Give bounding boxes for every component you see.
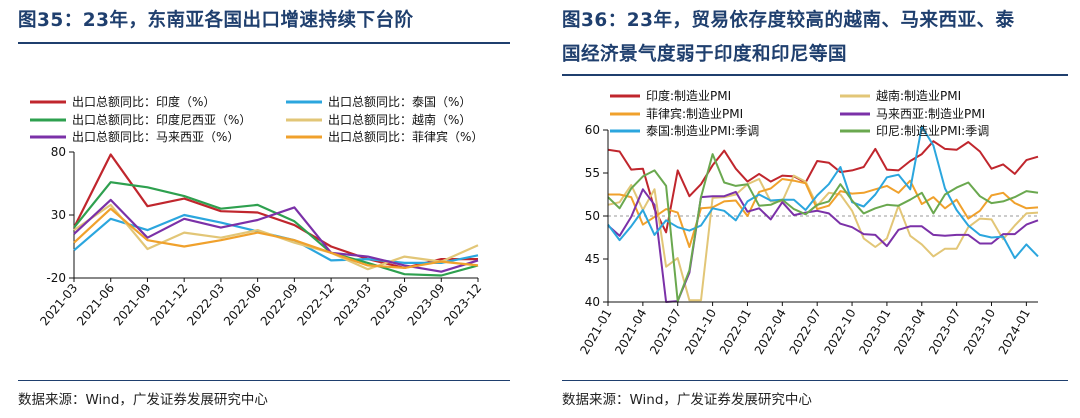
x-tick-label: 2021-06 [74,281,117,328]
y-tick-label: 45 [585,252,600,266]
figure-36-title-line1: 图36：23年，贸易依存度较高的越南、马来西亚、泰 [562,10,1015,31]
series-line [607,174,1039,302]
figure-35-title-rule [18,42,510,44]
x-tick-label: 2022-03 [184,281,227,328]
x-tick-label: 2022-07 [787,307,824,357]
legend-label: 出口总额同比：印度尼西亚（%） [72,112,251,127]
series-line [73,153,478,269]
figure-36-title-rule [562,74,1068,76]
series-line [607,153,1039,303]
legend-label: 出口总额同比：马来西亚（%） [72,130,239,144]
series-line [607,140,1039,234]
x-tick-label: 2021-12 [148,281,191,328]
figure-35-source: 数据来源：Wind，广发证券发展研究中心 [18,392,268,408]
legend-label: 泰国:制造业PMI:季调 [646,124,759,138]
y-tick-label: -20 [46,271,66,285]
y-tick-label: 50 [585,209,600,223]
series-line [607,125,1039,260]
x-tick-label: 2022-10 [821,307,858,357]
x-tick-label: 2023-03 [331,281,374,328]
figure-36-bottom-rule [562,380,1068,381]
y-tick-label: 30 [51,208,66,222]
figure-36-chart: 印度:制造业PMI 越南:制造业PMI 菲律宾:制造业PMI 马来西亚:制造业PMI 泰… [577,88,1039,357]
figure-35-chart: 出口总额同比：印度（%） 出口总额同比：泰国（%） 出口总额同比：印度尼西亚（%） 出… [30,94,484,328]
x-tick-label: 2022-12 [294,281,337,328]
x-tick-label: 2021-01 [577,307,614,357]
legend-label: 印尼:制造业PMI:季调 [876,124,989,138]
series-line [73,207,479,269]
x-tick-label: 2023-01 [856,307,893,357]
x-tick-label: 2023-09 [405,281,448,328]
x-tick-label: 2023-10 [961,307,998,357]
x-tick-label: 2024-01 [996,307,1033,357]
x-tick-label: 2022-01 [717,307,754,357]
series-line [73,213,479,264]
figure-36-source: 数据来源：Wind，广发证券发展研究中心 [562,392,812,408]
legend-label: 马来西亚:制造业PMI [876,107,985,121]
legend-label: 出口总额同比：泰国（%） [328,95,471,109]
y-tick-label: 60 [585,123,600,137]
figure-36-panel: 图36：23年，贸易依存度较高的越南、马来西亚、泰 国经济景气度弱于印度和印尼等… [562,0,1080,418]
x-tick-label: 2021-09 [111,281,154,328]
x-tick-label: 2021-04 [612,307,649,357]
x-tick-label: 2021-07 [647,307,684,357]
figure-35-title: 图35：23年，东南亚各国出口增速持续下台阶 [18,10,414,31]
legend-label: 印度:制造业PMI [646,88,731,103]
y-tick-label: 80 [51,145,66,159]
x-tick-label: 2022-09 [258,281,301,328]
x-tick-label: 2023-06 [368,281,411,328]
series-line [608,178,1039,248]
x-tick-label: 2022-06 [221,281,264,328]
y-tick-label: 40 [585,295,600,309]
legend-label: 出口总额同比：菲律宾（%） [328,129,483,144]
x-tick-label: 2023-04 [891,307,928,357]
legend-label: 越南:制造业PMI [876,88,961,103]
y-tick-label: 55 [585,166,600,180]
x-tick-label: 2023-12 [441,281,484,328]
figure-35-bottom-rule [18,380,510,381]
figure-36-title-line2: 国经济景气度弱于印度和印尼等国 [562,44,848,65]
legend-label: 出口总额同比：印度（%） [72,94,215,109]
legend-label: 出口总额同比：越南（%） [328,112,471,127]
x-tick-label: 2021-10 [682,307,719,357]
figure-35-panel: 图35：23年，东南亚各国出口增速持续下台阶 出口总额同比：印度（%） 出口总额同… [0,0,510,418]
legend-label: 菲律宾:制造业PMI [646,106,743,121]
x-tick-label: 2023-07 [926,307,963,357]
x-tick-label: 2021-03 [37,281,80,328]
x-tick-label: 2022-04 [752,307,789,357]
